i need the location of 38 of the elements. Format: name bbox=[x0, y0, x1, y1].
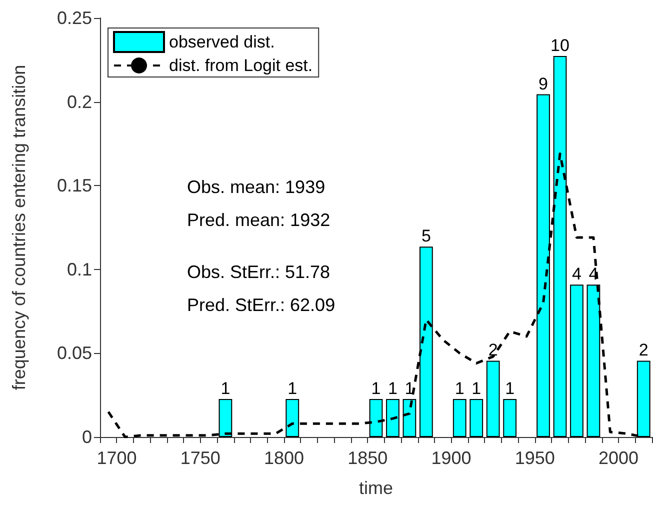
annotation: 1 bbox=[288, 378, 298, 398]
x-axis-title: time bbox=[358, 478, 394, 498]
x-tick-label: 2000 bbox=[598, 448, 639, 468]
annotation: 1 bbox=[505, 378, 515, 398]
annotation: 9 bbox=[538, 74, 548, 94]
y-axis-title: frequency of countries entering transition bbox=[9, 64, 29, 390]
bar bbox=[570, 284, 584, 437]
bar bbox=[470, 398, 484, 437]
annotation: 1 bbox=[371, 378, 381, 398]
y-tick-label: 0.25 bbox=[56, 8, 92, 28]
annotation: Pred. StErr.: 62.09 bbox=[187, 295, 336, 315]
annotation: Obs. StErr.: 51.78 bbox=[187, 262, 330, 282]
annotation: Obs. mean: 1939 bbox=[187, 177, 326, 197]
bar bbox=[452, 398, 466, 437]
x-tick-label: 1800 bbox=[264, 448, 304, 468]
annotation: 1 bbox=[454, 378, 464, 398]
legend-label: dist. from Logit est. bbox=[169, 56, 313, 75]
y-tick-label: 0.05 bbox=[56, 343, 92, 364]
x-tick-label: 1700 bbox=[96, 448, 137, 468]
annotation: 2 bbox=[488, 340, 498, 360]
x-tick-label: 1950 bbox=[514, 448, 555, 468]
bar bbox=[503, 398, 517, 437]
annotation: Pred. mean: 1932 bbox=[187, 210, 330, 230]
annotation: 4 bbox=[572, 264, 582, 284]
annotation: 5 bbox=[421, 226, 431, 246]
y-tick-label: 0.1 bbox=[66, 259, 92, 280]
x-tick-label: 1750 bbox=[180, 448, 220, 468]
annotation: 1 bbox=[388, 378, 398, 398]
annotation: 10 bbox=[550, 36, 570, 56]
y-tick-label: 0.2 bbox=[66, 92, 92, 112]
annotation: 2 bbox=[638, 340, 648, 360]
legend-label: observed dist. bbox=[169, 32, 275, 52]
annotation: 1 bbox=[220, 378, 230, 398]
y-tick-label: 0.15 bbox=[56, 176, 92, 196]
x-tick-label: 1900 bbox=[431, 448, 472, 468]
y-tick-label: 0 bbox=[82, 427, 92, 447]
x-tick-label: 1850 bbox=[348, 448, 388, 468]
annotation: 1 bbox=[472, 378, 482, 398]
